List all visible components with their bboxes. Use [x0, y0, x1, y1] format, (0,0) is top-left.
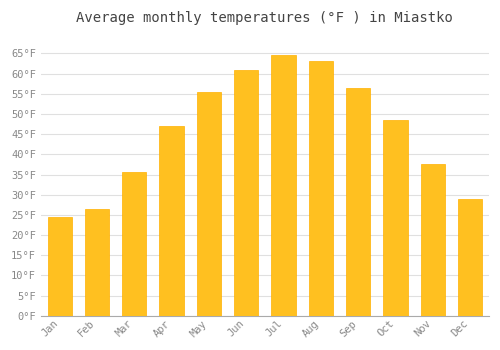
Bar — [197, 92, 221, 316]
Bar — [458, 199, 482, 316]
Bar — [122, 173, 146, 316]
Bar — [160, 126, 184, 316]
Bar — [384, 120, 407, 316]
Bar — [421, 164, 445, 316]
Bar — [272, 55, 295, 316]
Bar — [48, 217, 72, 316]
Bar — [346, 88, 370, 316]
Title: Average monthly temperatures (°F ) in Miastko: Average monthly temperatures (°F ) in Mi… — [76, 11, 454, 25]
Bar — [85, 209, 109, 316]
Bar — [234, 70, 258, 316]
Bar — [309, 62, 333, 316]
